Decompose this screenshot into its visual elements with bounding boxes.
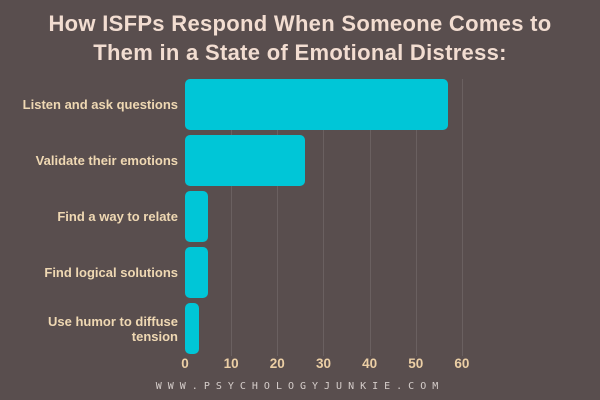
category-label: Use humor to diffuse tension (47, 313, 178, 344)
bar-row: Validate their emotions (0, 135, 600, 186)
bar-chart: Listen and ask questions Validate their … (0, 79, 600, 359)
gridline (323, 79, 325, 356)
bar-row: Listen and ask questions (0, 79, 600, 130)
x-tick-label: 50 (408, 356, 424, 371)
gridline (369, 79, 371, 356)
x-tick-label: 20 (269, 356, 285, 371)
bar-row: Find logical solutions (0, 247, 600, 298)
chart-title-line-2: Them in a State of Emotional Distress: (93, 40, 507, 65)
gridline (277, 79, 279, 356)
bar-listen-and-ask-questions (185, 79, 449, 130)
bar-track (185, 247, 485, 298)
bar-validate-their-emotions (185, 135, 305, 186)
category-label: Listen and ask questions (22, 97, 178, 112)
plot-area (185, 79, 485, 356)
gridline (231, 79, 233, 356)
bar-track (185, 79, 485, 130)
x-tick-label: 0 (181, 356, 189, 371)
category-label: Validate their emotions (35, 153, 178, 168)
bar-find-a-way-to-relate (185, 191, 209, 242)
bar-track (185, 191, 485, 242)
bar-use-humor-to-diffuse-tension (185, 303, 199, 354)
chart-title: How ISFPs Respond When Someone Comes to … (0, 9, 600, 67)
bar-find-logical-solutions (185, 247, 209, 298)
x-tick-label: 10 (223, 356, 239, 371)
chart-title-line-1: How ISFPs Respond When Someone Comes to (48, 11, 552, 36)
bar-row: Find a way to relate (0, 191, 600, 242)
category-label: Find logical solutions (44, 265, 178, 280)
x-tick-label: 60 (454, 356, 470, 371)
website-url: WWW.PSYCHOLOGYJUNKIE.COM (155, 381, 445, 392)
category-label: Find a way to relate (57, 209, 178, 224)
bar-track (185, 135, 485, 186)
x-axis: 0 10 20 30 40 50 60 (181, 356, 485, 374)
bar-track (185, 303, 485, 354)
gridline (461, 79, 463, 356)
x-tick-label: 40 (362, 356, 378, 371)
bar-row: Use humor to diffuse tension (0, 303, 600, 354)
gridline (415, 79, 417, 356)
x-tick-label: 30 (315, 356, 331, 371)
